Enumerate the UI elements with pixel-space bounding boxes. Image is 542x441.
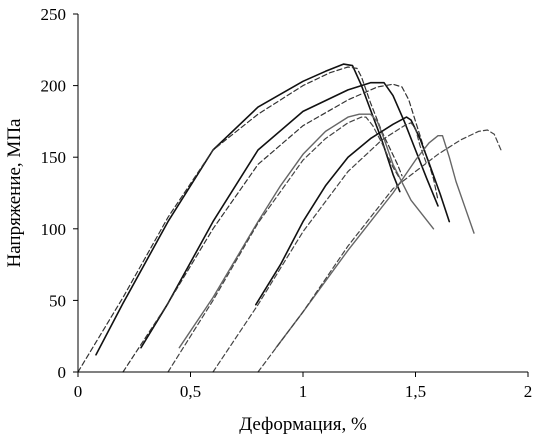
series-curve-2-dashed: [77, 66, 403, 373]
curves-group: [77, 63, 502, 373]
y-tick-label: 100: [41, 220, 67, 239]
series-curve-7-solid: [255, 116, 451, 306]
series-curve-5-solid: [178, 113, 435, 349]
series-curve-6-dashed: [167, 116, 401, 373]
series-curve-3-solid: [140, 81, 439, 349]
x-tick-label: 0: [74, 382, 83, 401]
x-ticks-group: 0 0,5 1 1,5 2: [74, 372, 533, 401]
x-axis-title: Деформация, %: [239, 414, 367, 435]
series-curve-4-dashed: [122, 83, 439, 373]
series-curve-9-solid: [275, 135, 475, 349]
series-curve-10-dashed: [257, 129, 502, 373]
series-curve-8-dashed: [212, 122, 428, 373]
y-axis-title: Напряжение, МПа: [4, 118, 25, 268]
y-tick-label: 0: [58, 363, 67, 382]
y-tick-label: 150: [41, 148, 67, 167]
y-tick-label: 50: [49, 291, 66, 310]
x-tick-label: 1: [299, 382, 308, 401]
x-tick-label: 0,5: [180, 382, 201, 401]
y-tick-label: 200: [41, 77, 67, 96]
y-ticks-group: 0 50 100 150 200 250: [41, 5, 78, 382]
x-tick-label: 1,5: [405, 382, 426, 401]
x-tick-label: 2: [524, 382, 533, 401]
y-tick-label: 250: [41, 5, 67, 24]
series-curve-1-solid: [95, 63, 401, 356]
